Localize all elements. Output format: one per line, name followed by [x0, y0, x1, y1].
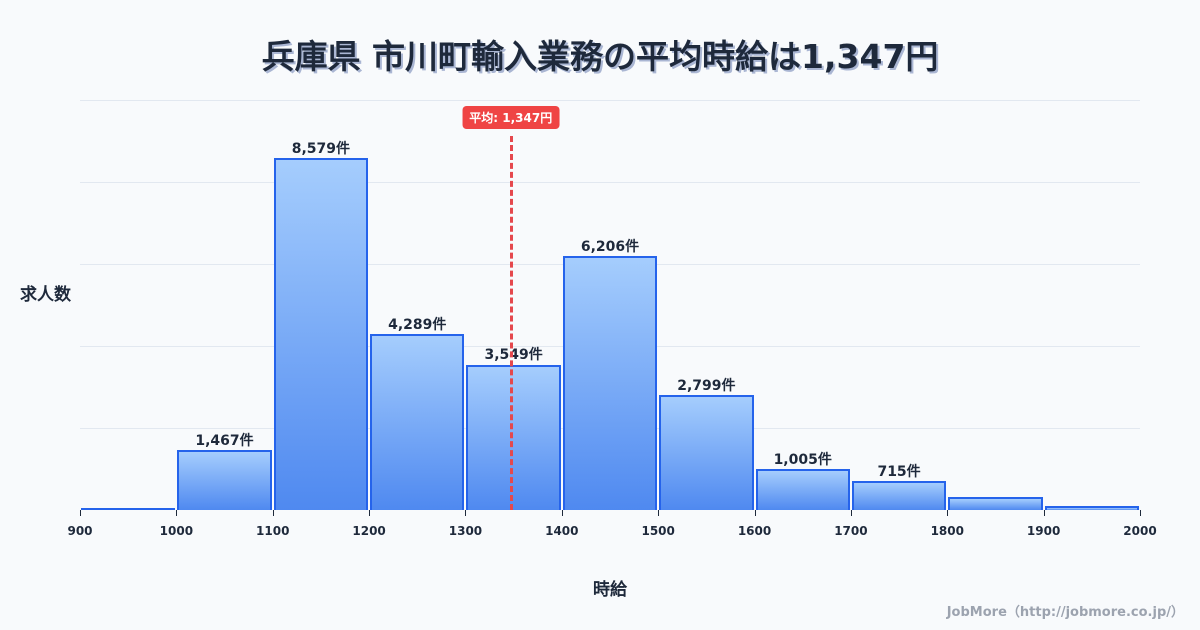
- histogram-bar: [177, 449, 272, 510]
- histogram-bar: [81, 508, 176, 510]
- histogram-bar: [562, 255, 658, 510]
- x-tick: [658, 510, 660, 516]
- x-tick: [947, 510, 949, 516]
- x-tick: [850, 510, 852, 516]
- x-tick: [176, 510, 178, 516]
- average-line: [509, 136, 513, 510]
- x-tick-label: 1000: [159, 524, 194, 538]
- histogram-bar: [466, 364, 561, 510]
- x-tick-label: 1200: [352, 524, 386, 538]
- histogram-bar: [851, 480, 947, 510]
- bar-value-label: 6,206件: [580, 238, 640, 255]
- x-tick-label: 1500: [641, 524, 675, 538]
- x-tick: [1043, 510, 1045, 516]
- x-tick-label: 2000: [1123, 524, 1157, 538]
- histogram-bar: [1044, 505, 1139, 510]
- x-tick-label: 1100: [256, 524, 290, 538]
- x-tick: [369, 510, 371, 516]
- plot-area: 1,467件 8,579件 4,289件 3,549件 6,206件 2,799件 1,00…: [67, 100, 1157, 538]
- gridline: [80, 100, 1140, 101]
- gridline: [80, 182, 1140, 183]
- y-axis-label: 求人数: [20, 285, 71, 305]
- credit-text: JobMore（http://jobmore.co.jp/）: [946, 605, 1184, 620]
- bar-value-label: 3,549件: [484, 347, 543, 364]
- bar-value-label: 4,289件: [388, 317, 447, 334]
- bar-value-label: 2,799件: [677, 378, 736, 395]
- histogram-bar: [273, 158, 369, 510]
- chart-title: 兵庫県 市川町輸入業務の平均時給は1,347円: [261, 37, 939, 76]
- bar-value-label: 8,579件: [291, 141, 351, 158]
- bar-value-label: 715件: [877, 463, 921, 480]
- x-tick-label: 1900: [1026, 524, 1061, 538]
- x-tick: [272, 510, 274, 516]
- average-badge: 平均: 1,347円: [462, 106, 560, 129]
- x-axis-label: 時給: [593, 580, 627, 600]
- x-tick-label: 1800: [930, 524, 964, 538]
- x-tick: [1140, 510, 1141, 516]
- x-tick-label: 1400: [545, 524, 579, 538]
- x-tick: [80, 510, 81, 516]
- x-tick-label: 1600: [737, 524, 772, 538]
- x-tick-label: 1700: [834, 524, 868, 538]
- histogram-bar: [948, 497, 1043, 510]
- histogram-bar: [370, 334, 465, 510]
- x-tick-label: 1300: [448, 524, 483, 538]
- bar-value-label: 1,005件: [773, 451, 832, 468]
- histogram-bar: [755, 468, 850, 510]
- x-tick-label: 900: [67, 524, 93, 538]
- bar-value-label: 1,467件: [195, 432, 254, 449]
- histogram-bar: [659, 395, 754, 510]
- x-tick: [754, 510, 756, 516]
- x-tick: [561, 510, 563, 516]
- x-tick: [465, 510, 467, 516]
